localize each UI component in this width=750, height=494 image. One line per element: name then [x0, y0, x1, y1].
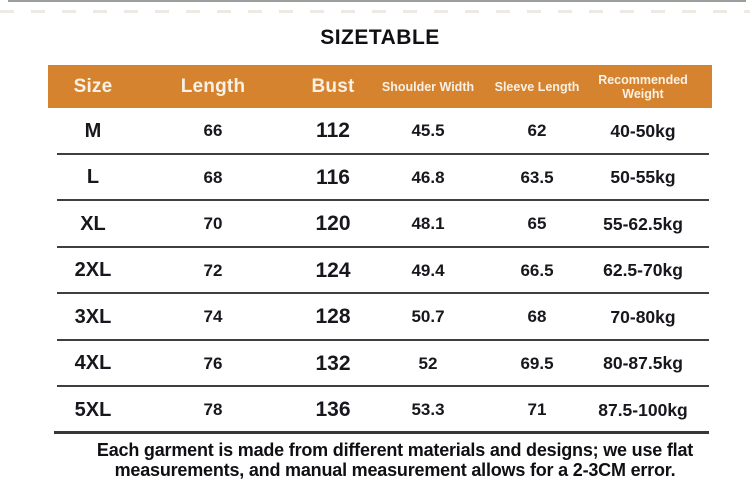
cell-size: M [84, 119, 102, 142]
cell-length: 74 [203, 307, 223, 327]
header-cell-sleeve-length: Sleeve Length [494, 79, 580, 94]
cell-length: 72 [203, 260, 223, 280]
disclaimer-line-1: Each garment is made from different mate… [96, 440, 694, 460]
top-edge-divider [8, 0, 746, 2]
table-row-3xl: 3XL 74 128 50.7 68 70-80kg [48, 294, 712, 341]
cell-sleeve-length: 68 [527, 307, 547, 327]
measurement-disclaimer: Each garment is made from different mate… [70, 440, 720, 480]
cell-recommended-weight: 87.5-100kg [598, 399, 688, 420]
cell-shoulder-width: 53.3 [411, 400, 445, 420]
cell-bust: 128 [315, 305, 351, 329]
cell-shoulder-width: 52 [418, 353, 438, 373]
header-cell-shoulder-width: Shoulder Width [381, 79, 475, 94]
cell-recommended-weight: 70-80kg [610, 306, 676, 327]
cell-bust: 136 [315, 398, 351, 422]
cell-shoulder-width: 49.4 [411, 260, 445, 280]
cell-bust: 112 [316, 119, 350, 143]
table-row-5xl: 5XL 78 136 53.3 71 87.5-100kg [48, 387, 712, 434]
size-table: Size Length Bust Shoulder Width Sleeve L… [48, 65, 712, 434]
cell-size: 3XL [74, 305, 112, 328]
cell-shoulder-width: 50.7 [411, 307, 445, 327]
table-row-4xl: 4XL 76 132 52 69.5 80-87.5kg [48, 341, 712, 388]
top-edge-dashes-decoration [0, 10, 750, 13]
cell-sleeve-length: 71 [527, 400, 547, 420]
header-cell-length: Length [180, 75, 246, 97]
cell-sleeve-length: 62 [527, 121, 547, 141]
cell-recommended-weight: 50-55kg [610, 167, 676, 188]
table-header-row: Size Length Bust Shoulder Width Sleeve L… [48, 65, 712, 108]
cell-shoulder-width: 46.8 [411, 167, 445, 187]
cell-length: 68 [203, 167, 223, 187]
table-row-2xl: 2XL 72 124 49.4 66.5 62.5-70kg [48, 248, 712, 295]
cell-recommended-weight: 62.5-70kg [603, 260, 683, 281]
disclaimer-line-2: measurements, and manual measurement all… [114, 459, 676, 480]
table-row-xl: XL 70 120 48.1 65 55-62.5kg [48, 201, 712, 248]
cell-bust: 116 [316, 165, 350, 189]
table-row-m: M 66 112 45.5 62 40-50kg [48, 108, 712, 155]
cell-recommended-weight: 40-50kg [610, 120, 676, 141]
table-row-l: L 68 116 46.8 63.5 50-55kg [48, 155, 712, 202]
cell-sleeve-length: 66.5 [520, 260, 554, 280]
cell-shoulder-width: 45.5 [411, 121, 445, 141]
cell-length: 70 [203, 214, 223, 234]
cell-length: 66 [203, 121, 223, 141]
cell-size: 4XL [74, 352, 112, 375]
header-cell-recommended-weight: Recommended Weight [598, 72, 688, 101]
cell-length: 78 [203, 400, 223, 420]
cell-size: XL [80, 212, 106, 235]
cell-bust: 124 [315, 258, 351, 282]
cell-length: 76 [203, 353, 223, 373]
page-title: SIZETABLE [320, 26, 440, 49]
cell-size: 5XL [74, 398, 112, 421]
header-cell-bust: Bust [311, 75, 355, 97]
cell-recommended-weight: 80-87.5kg [603, 353, 683, 374]
header-cell-size: Size [73, 75, 113, 97]
cell-recommended-weight: 55-62.5kg [603, 213, 683, 234]
cell-sleeve-length: 63.5 [520, 167, 554, 187]
cell-sleeve-length: 65 [527, 214, 547, 234]
cell-size: L [86, 166, 100, 189]
cell-sleeve-length: 69.5 [520, 353, 554, 373]
cell-bust: 120 [315, 212, 351, 236]
cell-shoulder-width: 48.1 [411, 214, 445, 234]
cell-bust: 132 [315, 351, 351, 375]
cell-size: 2XL [74, 259, 112, 282]
